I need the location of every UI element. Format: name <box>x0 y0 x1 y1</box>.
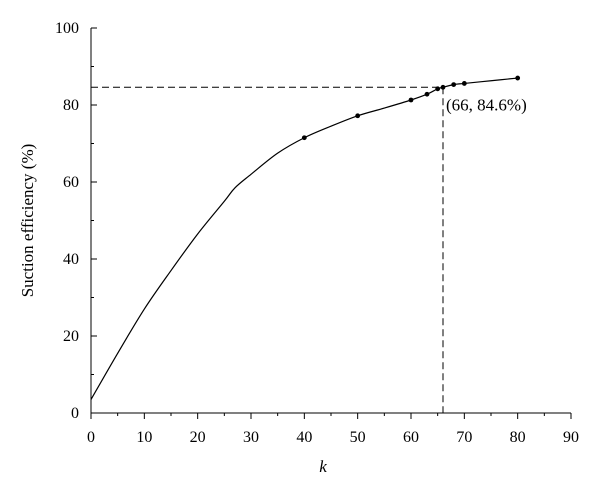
x-tick-label: 10 <box>136 429 152 446</box>
x-tick-label: 50 <box>350 429 366 446</box>
x-tick-label: 40 <box>296 429 312 446</box>
data-point <box>355 113 361 119</box>
data-markers <box>301 75 521 141</box>
y-tick-label: 60 <box>63 174 79 191</box>
reference-point-label: (66, 84.6%) <box>446 95 527 114</box>
x-axis-title: k <box>319 457 327 476</box>
data-point <box>301 135 307 141</box>
x-tick-label: 0 <box>87 429 95 446</box>
data-point <box>435 86 441 92</box>
data-point <box>424 91 430 97</box>
y-tick-label: 100 <box>55 20 79 37</box>
reference-guides <box>91 86 444 413</box>
y-tick-label: 20 <box>63 328 79 345</box>
y-tick-label: 0 <box>71 405 79 422</box>
data-point <box>451 82 457 87</box>
x-tick-label: 70 <box>456 429 472 446</box>
x-tick-label: 60 <box>403 429 419 446</box>
data-point <box>461 81 467 86</box>
y-tick-label: 80 <box>63 97 79 114</box>
data-point <box>408 97 414 103</box>
data-point <box>515 75 521 81</box>
efficiency-curve <box>90 77 518 400</box>
x-tick-label: 90 <box>563 429 579 446</box>
axes: 0 20 40 60 80 100 0 10 20 30 40 50 60 70 80 90 <box>55 20 579 446</box>
data-series <box>90 77 518 400</box>
data-point <box>440 84 446 90</box>
y-axis-title: Suction efficiency (%) <box>18 144 37 298</box>
x-tick-label: 30 <box>243 429 259 446</box>
y-tick-label: 40 <box>63 251 79 268</box>
x-tick-label: 80 <box>510 429 526 446</box>
x-tick-label: 20 <box>190 429 206 446</box>
